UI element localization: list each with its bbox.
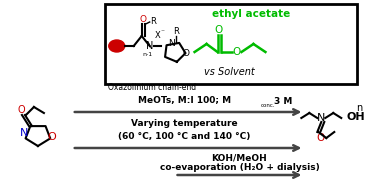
Text: conc.: conc.: [260, 103, 275, 108]
Text: Oxazolinium chain-end: Oxazolinium chain-end: [108, 84, 196, 92]
Text: OH: OH: [346, 112, 365, 122]
Text: O: O: [47, 132, 56, 142]
Text: R: R: [173, 28, 179, 36]
Text: Varying temperature: Varying temperature: [131, 119, 238, 129]
Text: O: O: [232, 47, 241, 57]
Bar: [105, 4, 357, 84]
Ellipse shape: [109, 40, 125, 52]
Text: ethyl acetate: ethyl acetate: [212, 9, 290, 19]
Text: N: N: [168, 40, 175, 49]
Text: KOH/MeOH: KOH/MeOH: [212, 153, 268, 163]
Text: N: N: [20, 128, 28, 138]
Text: ⁻: ⁻: [161, 28, 165, 36]
Text: N: N: [317, 113, 326, 123]
Text: co-evaporation (H₂O + dialysis): co-evaporation (H₂O + dialysis): [159, 163, 319, 173]
Text: (60 °C, 100 °C and 140 °C): (60 °C, 100 °C and 140 °C): [118, 132, 251, 140]
Text: O: O: [139, 15, 146, 23]
Text: O: O: [214, 25, 223, 35]
Text: n: n: [356, 103, 362, 113]
Text: N: N: [146, 41, 153, 51]
Text: R: R: [150, 18, 156, 26]
Text: O: O: [17, 105, 25, 115]
Text: O: O: [182, 50, 189, 59]
Text: MeOTs, M:I 100; M: MeOTs, M:I 100; M: [138, 97, 231, 105]
Text: X: X: [155, 32, 161, 40]
Text: n-1: n-1: [142, 53, 153, 57]
Text: 3 M: 3 M: [275, 97, 293, 105]
Text: O: O: [316, 133, 324, 143]
Text: vs Solvent: vs Solvent: [204, 67, 255, 77]
